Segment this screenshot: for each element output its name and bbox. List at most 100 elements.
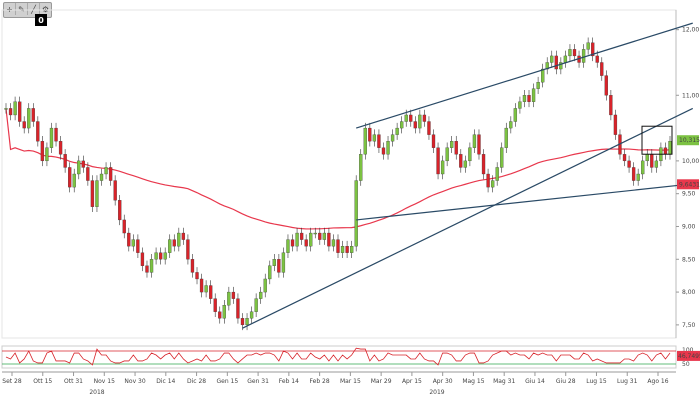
line-icon[interactable]: ╱ bbox=[28, 3, 40, 15]
candle-body bbox=[559, 62, 563, 70]
candle-body bbox=[45, 147, 49, 162]
candle-body bbox=[158, 252, 163, 260]
candle-body bbox=[495, 167, 499, 181]
candle-body bbox=[490, 180, 495, 188]
candle-body bbox=[240, 318, 245, 326]
candle-body bbox=[309, 232, 313, 247]
lower-channel-line bbox=[356, 183, 693, 221]
moving-average-line bbox=[5, 108, 671, 230]
candle-body bbox=[81, 160, 85, 168]
candle-body bbox=[163, 252, 167, 260]
candle-body bbox=[531, 88, 536, 102]
candle-body bbox=[459, 154, 463, 168]
candle-body bbox=[4, 108, 8, 110]
settings-icon[interactable]: ⚙ bbox=[41, 4, 50, 14]
candle-body bbox=[509, 121, 513, 129]
candle-body bbox=[77, 160, 81, 175]
year-label: 2019 bbox=[429, 389, 444, 396]
upper-channel-line bbox=[356, 22, 693, 129]
support-trend-line bbox=[242, 107, 694, 329]
candle-body bbox=[463, 160, 467, 168]
candle-body bbox=[90, 180, 95, 207]
candle-body bbox=[295, 232, 299, 247]
candle-body bbox=[349, 246, 354, 253]
candle-body bbox=[22, 121, 26, 129]
y-tick-label: 11,00 bbox=[682, 92, 699, 99]
candle-body bbox=[422, 114, 427, 122]
candle-body bbox=[236, 298, 240, 319]
x-tick-label: Mar 29 bbox=[371, 378, 392, 385]
candle-body bbox=[113, 180, 117, 201]
candle-body bbox=[450, 141, 454, 148]
x-tick-label: Ago 16 bbox=[647, 378, 668, 385]
candle-body bbox=[40, 141, 45, 162]
candle-body bbox=[354, 180, 358, 247]
candle-body bbox=[345, 246, 349, 253]
x-tick-label: Feb 28 bbox=[310, 378, 330, 385]
candle-body bbox=[413, 121, 417, 129]
x-tick-label: Mag 15 bbox=[462, 378, 484, 385]
candle-body bbox=[122, 219, 126, 234]
plus-icon[interactable]: + bbox=[4, 3, 16, 15]
candle-body bbox=[331, 239, 336, 247]
candle-body bbox=[381, 147, 386, 155]
candle-body bbox=[49, 127, 54, 148]
candle-body bbox=[145, 265, 149, 273]
candle-body bbox=[36, 121, 40, 142]
candle-body bbox=[650, 154, 654, 168]
candle-body bbox=[108, 167, 113, 181]
candle-body bbox=[554, 55, 558, 70]
candle-body bbox=[245, 318, 249, 326]
candle-body bbox=[136, 239, 140, 253]
pencil-icon[interactable]: ✎ bbox=[16, 3, 28, 15]
candle-body bbox=[95, 180, 99, 207]
candle-body bbox=[63, 154, 67, 168]
candle-body bbox=[418, 114, 422, 129]
candle-body bbox=[472, 134, 477, 148]
candle-body bbox=[541, 68, 545, 83]
candle-body bbox=[436, 147, 440, 175]
candle-body bbox=[27, 108, 31, 129]
candle-body bbox=[522, 95, 527, 102]
candle-body bbox=[249, 311, 254, 319]
candle-body bbox=[154, 252, 158, 260]
candle-body bbox=[377, 134, 381, 148]
zero-badge[interactable]: 0 bbox=[35, 14, 47, 26]
ma-value-label: 9,6431 bbox=[679, 181, 700, 188]
candle-body bbox=[627, 160, 631, 168]
osc-last-tag bbox=[677, 350, 700, 361]
year-label: 2018 bbox=[89, 389, 104, 396]
x-tick-label: Lug 15 bbox=[586, 378, 607, 385]
candle-body bbox=[486, 173, 490, 188]
last-price-label: 10,315 bbox=[679, 137, 700, 144]
candle-body bbox=[277, 259, 281, 273]
y-tick-label: 8,50 bbox=[682, 256, 696, 263]
candle-body bbox=[140, 252, 145, 266]
x-tick-label: Giu 28 bbox=[556, 378, 576, 385]
x-tick-label: Gen 31 bbox=[247, 378, 269, 385]
candle-body bbox=[259, 291, 263, 299]
candle-body bbox=[86, 167, 90, 181]
candle-body bbox=[213, 298, 217, 312]
candle-body bbox=[304, 239, 308, 247]
osc-tick-label: 50 bbox=[682, 361, 690, 368]
x-tick-label: Dic 14 bbox=[156, 378, 175, 385]
candle-body bbox=[127, 232, 131, 247]
x-tick-label: Nov 30 bbox=[124, 378, 145, 385]
y-tick-label: 7,50 bbox=[682, 322, 696, 329]
candle-body bbox=[118, 200, 122, 221]
x-tick-label: Nov 15 bbox=[94, 378, 115, 385]
last-price-tag bbox=[677, 135, 699, 146]
candle-body bbox=[368, 127, 372, 142]
candle-body bbox=[195, 272, 199, 280]
candle-body bbox=[527, 95, 531, 102]
candle-body bbox=[591, 42, 595, 57]
candle-body bbox=[595, 55, 599, 63]
candle-body bbox=[149, 259, 154, 273]
x-tick-label: Ott 31 bbox=[64, 378, 83, 385]
candle-body bbox=[299, 232, 304, 240]
candle-body bbox=[445, 147, 449, 162]
candle-body bbox=[404, 114, 408, 122]
candle-body bbox=[613, 114, 618, 135]
candle-body bbox=[641, 160, 645, 175]
